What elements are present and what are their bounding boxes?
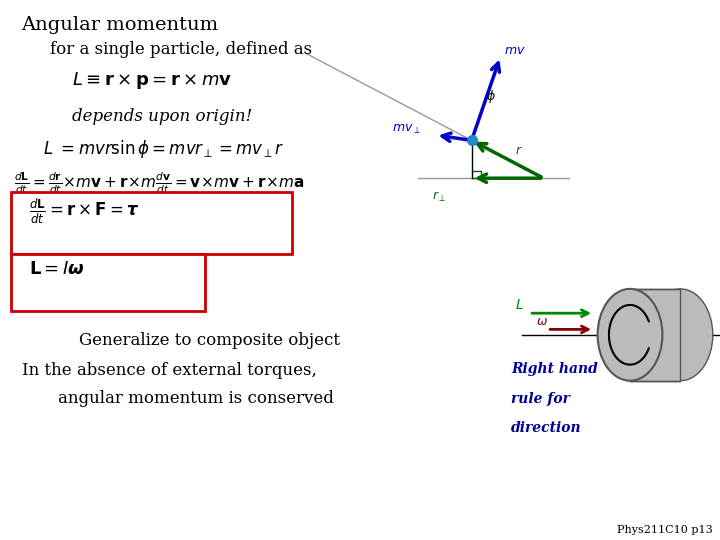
FancyBboxPatch shape [11,254,205,310]
Text: $\phi$: $\phi$ [486,88,496,105]
Text: $r$: $r$ [515,144,523,157]
Text: $\omega$: $\omega$ [536,315,549,328]
Text: $\frac{d\mathbf{L}}{dt} = \frac{d\mathbf{r}}{dt}\!\times\! m\mathbf{v} + \mathbf: $\frac{d\mathbf{L}}{dt} = \frac{d\mathbf… [14,170,305,195]
Text: $L \ = mvr\sin\phi = mvr_{\perp} = mv_{\perp}r$: $L \ = mvr\sin\phi = mvr_{\perp} = mv_{\… [43,138,284,160]
Text: $L \equiv \mathbf{r} \times \mathbf{p} = \mathbf{r} \times m\mathbf{v}$: $L \equiv \mathbf{r} \times \mathbf{p} =… [72,70,232,91]
Text: direction: direction [511,421,582,435]
Text: rule for: rule for [511,392,570,406]
Text: In the absence of external torques,: In the absence of external torques, [22,362,317,379]
Text: $mv$: $mv$ [504,44,526,57]
Ellipse shape [648,289,713,381]
Text: depends upon origin!: depends upon origin! [72,108,252,125]
Text: Phys211C10 p13: Phys211C10 p13 [617,524,713,535]
FancyBboxPatch shape [11,192,292,254]
Ellipse shape [598,289,662,381]
Text: $L$: $L$ [515,298,523,312]
Text: for a single particle, defined as: for a single particle, defined as [50,40,312,57]
Text: $\mathbf{L} = I\boldsymbol{\omega}$: $\mathbf{L} = I\boldsymbol{\omega}$ [29,260,85,278]
Text: Angular momentum: Angular momentum [22,16,219,34]
Text: angular momentum is conserved: angular momentum is conserved [58,390,333,407]
Polygon shape [630,289,680,381]
Text: $r_{\perp}$: $r_{\perp}$ [432,190,446,204]
Text: Generalize to composite object: Generalize to composite object [79,332,340,349]
Text: $\frac{d\mathbf{L}}{dt} = \mathbf{r}\times\mathbf{F} = \boldsymbol{\tau}$: $\frac{d\mathbf{L}}{dt} = \mathbf{r}\tim… [29,197,140,226]
Text: Right hand: Right hand [511,362,598,376]
Text: $mv_{\perp}$: $mv_{\perp}$ [392,123,421,137]
